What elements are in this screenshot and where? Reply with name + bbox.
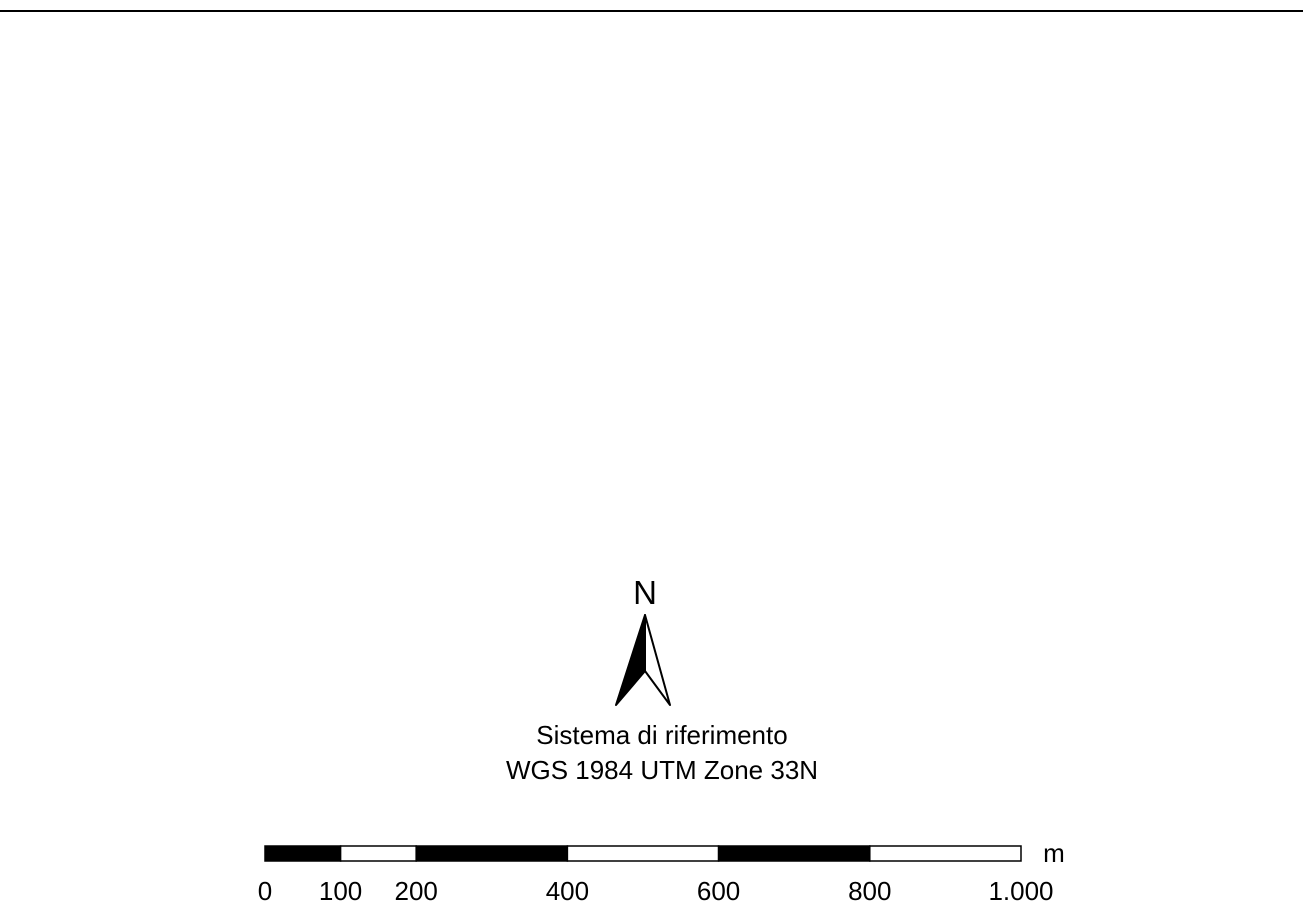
crs-title: Sistema di riferimento [536, 720, 788, 750]
scale-bar-segment [717, 845, 871, 862]
scale-bar-unit: m [1043, 838, 1065, 868]
crs-name: WGS 1984 UTM Zone 33N [505, 755, 819, 785]
scale-bar-tick-label: 400 [546, 876, 589, 906]
scale-bar-tick-label: 200 [395, 876, 438, 906]
scale-bar-segment [566, 845, 720, 862]
scale-bar-segment [339, 845, 417, 862]
north-arrow-left-half [615, 614, 646, 706]
north-arrow-icon [615, 614, 671, 706]
scale-bar-segment [869, 845, 1022, 862]
north-label: N [633, 574, 657, 611]
scale-bar-tick-label: 100 [319, 876, 362, 906]
scale-bar-tick-label: 1.000 [988, 876, 1053, 906]
north-arrow-right-half [644, 614, 671, 706]
scale-bar-tick-label: 800 [848, 876, 891, 906]
scale-bar: 0 100 200 400 600 800 1.000 m [258, 838, 1065, 906]
scale-bar-segment [415, 845, 569, 862]
coordinate-reference-system: Sistema di riferimento WGS 1984 UTM Zone… [412, 718, 912, 788]
map-frame-top-border [0, 10, 1303, 12]
scale-bar-tick-label: 600 [697, 876, 740, 906]
scale-bar-segment [264, 845, 342, 862]
scale-bar-tick-label: 0 [258, 876, 272, 906]
